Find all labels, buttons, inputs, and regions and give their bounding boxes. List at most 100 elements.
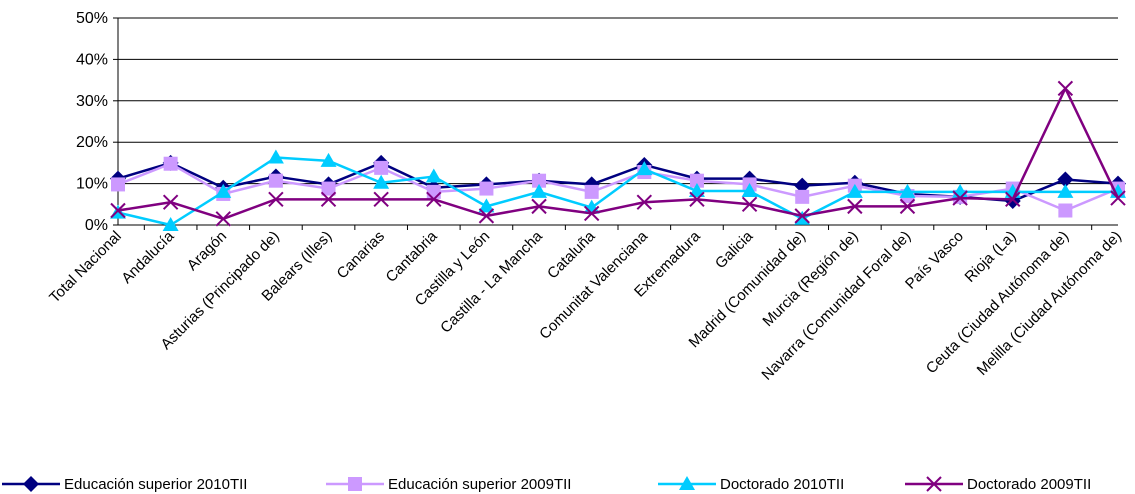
x-tick-label: Andalucía bbox=[118, 227, 178, 287]
legend-swatch bbox=[326, 477, 384, 491]
data-point-marker bbox=[1110, 190, 1126, 206]
legend-swatch bbox=[905, 476, 963, 492]
data-point-marker bbox=[899, 183, 916, 198]
legend-marker bbox=[926, 476, 942, 492]
data-point-marker bbox=[689, 191, 705, 208]
marker-stroke bbox=[110, 202, 126, 219]
data-point-marker bbox=[1057, 171, 1074, 188]
y-tick-label: 20% bbox=[76, 134, 108, 151]
data-point-marker bbox=[794, 177, 811, 194]
data-point-marker bbox=[479, 181, 494, 196]
data-point-marker bbox=[110, 202, 126, 219]
data-point-marker bbox=[425, 168, 442, 183]
x-tick-label: Castilla - La Mancha bbox=[437, 227, 546, 336]
series-line bbox=[117, 87, 1120, 221]
x-tick-label: Cataluña bbox=[544, 227, 599, 282]
data-point-marker bbox=[688, 183, 705, 198]
series-lines bbox=[110, 80, 1126, 231]
y-tick-label: 0% bbox=[85, 217, 108, 234]
marker-stroke bbox=[583, 205, 600, 222]
legend-label: Educación superior 2009TII bbox=[388, 475, 572, 493]
marker-stroke bbox=[1005, 191, 1021, 208]
marker-stroke bbox=[320, 191, 337, 208]
data-point-marker bbox=[374, 160, 389, 175]
y-axis-ticks: 0% 10% 20% 30% 40% 50% bbox=[76, 10, 118, 234]
x-tick-label: Murcia (Región de) bbox=[759, 228, 861, 330]
data-point-marker bbox=[584, 184, 599, 199]
data-point-marker bbox=[636, 194, 653, 210]
data-point-marker bbox=[268, 173, 283, 188]
data-point-marker bbox=[320, 152, 337, 167]
marker-stroke bbox=[741, 196, 758, 213]
data-point-marker bbox=[531, 183, 548, 198]
data-point-marker bbox=[583, 205, 600, 222]
marker-stroke bbox=[215, 211, 231, 227]
data-point-marker bbox=[267, 149, 284, 164]
data-point-marker bbox=[847, 198, 863, 215]
legend-marker bbox=[348, 477, 362, 491]
x-tick-label: Total Nacional bbox=[46, 228, 125, 307]
series-line bbox=[117, 156, 1118, 227]
x-tick-label: Aragón bbox=[184, 228, 230, 274]
data-point-marker bbox=[373, 174, 390, 189]
data-point-marker bbox=[1005, 191, 1021, 208]
x-tick-label: Galicia bbox=[712, 227, 757, 272]
data-point-marker bbox=[952, 190, 968, 206]
legend-label: Educación superior 2010TII bbox=[64, 475, 248, 493]
marker-stroke bbox=[531, 198, 547, 215]
legend-swatch bbox=[2, 476, 60, 492]
data-point-marker bbox=[163, 156, 178, 171]
marker-stroke bbox=[1110, 190, 1126, 206]
marker-stroke bbox=[689, 191, 705, 208]
series-4 bbox=[110, 80, 1126, 227]
data-point-marker bbox=[1058, 203, 1073, 218]
marker-stroke bbox=[847, 198, 863, 215]
legend-item: Educación superior 2010TII bbox=[2, 474, 247, 494]
data-point-marker bbox=[741, 183, 758, 198]
data-point-marker bbox=[215, 183, 232, 198]
data-point-marker bbox=[162, 217, 179, 231]
marker-stroke bbox=[1057, 80, 1074, 97]
legend-marker bbox=[23, 476, 39, 492]
data-point-marker bbox=[426, 184, 441, 199]
data-point-marker bbox=[1057, 80, 1074, 97]
legend-label: Doctorado 2009TII bbox=[967, 475, 1092, 493]
data-point-marker bbox=[795, 189, 810, 204]
legend-item: Doctorado 2010TII bbox=[658, 474, 844, 494]
data-point-marker bbox=[899, 198, 916, 215]
series-line bbox=[117, 162, 1119, 212]
marker-stroke bbox=[268, 191, 284, 208]
data-point-marker bbox=[1057, 183, 1074, 198]
data-point-marker bbox=[215, 211, 231, 227]
data-point-marker bbox=[846, 183, 863, 198]
marker-stroke bbox=[952, 190, 968, 206]
data-point-marker bbox=[532, 173, 547, 188]
legend-item: Educación superior 2009TII bbox=[326, 474, 571, 494]
marker-stroke bbox=[794, 208, 810, 224]
y-tick-label: 40% bbox=[76, 51, 108, 68]
data-point-marker bbox=[794, 208, 810, 224]
data-point-marker bbox=[689, 173, 704, 188]
data-point-marker bbox=[268, 191, 284, 208]
marker-stroke bbox=[926, 476, 942, 492]
data-point-marker bbox=[531, 198, 547, 215]
axes bbox=[117, 18, 1118, 226]
legend-label: Doctorado 2010TII bbox=[720, 475, 845, 493]
data-point-marker bbox=[373, 191, 389, 208]
data-point-marker bbox=[162, 194, 179, 210]
legend-marker bbox=[679, 476, 695, 490]
y-tick-label: 10% bbox=[76, 176, 108, 193]
x-tick-label: Canarias bbox=[334, 228, 388, 282]
marker-stroke bbox=[636, 194, 653, 210]
gridlines bbox=[118, 17, 1118, 185]
legend-swatch bbox=[658, 476, 716, 490]
data-point-marker bbox=[636, 161, 653, 176]
marker-stroke bbox=[373, 191, 389, 208]
data-point-marker bbox=[321, 181, 336, 196]
line-chart: 0% 10% 20% 30% 40% 50% Total NacionalAndalucí… bbox=[46, 10, 1126, 384]
series-3 bbox=[110, 149, 1126, 231]
marker-stroke bbox=[426, 191, 442, 208]
data-point-marker bbox=[741, 196, 758, 213]
marker-stroke bbox=[899, 198, 916, 215]
